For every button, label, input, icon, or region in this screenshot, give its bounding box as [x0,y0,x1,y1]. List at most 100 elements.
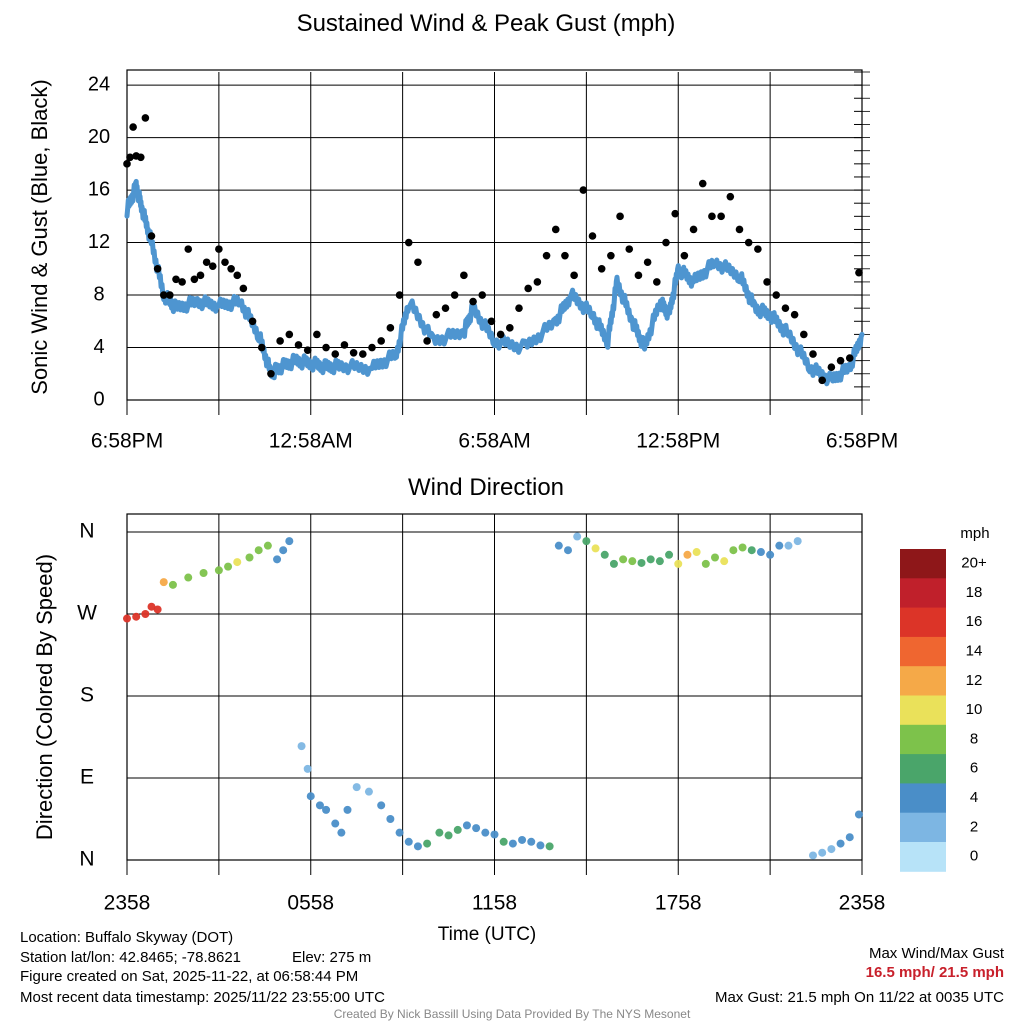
direction-point [322,805,331,814]
gust-point [322,343,330,352]
gust-point [680,251,689,260]
direction-point [701,559,710,568]
gust-point [221,258,229,267]
direction-point [377,801,386,810]
legend-swatch [900,636,946,667]
gust-point [588,232,597,240]
gust-point [735,225,744,234]
gust-point [227,265,235,273]
gust-point [395,291,404,299]
gust-point [533,278,542,286]
direction-point [481,828,490,837]
direction-point [490,830,499,839]
bottom-xtick-label: 2358 [104,892,151,915]
legend-swatch [900,549,946,579]
direction-point [573,532,582,541]
top-ytick-label: 20 [88,126,110,148]
gust-point [340,341,349,349]
gust-point [172,275,180,284]
gust-point [153,265,162,273]
legend-swatch [900,812,946,843]
direction-point [836,839,845,848]
gust-point [579,186,588,194]
bottom-chart-xlabel: Time (UTC) [437,924,537,945]
gust-point [276,337,284,345]
direction-point [184,573,193,582]
gust-point [800,330,808,339]
gust-point [190,275,199,284]
direction-point [609,559,618,568]
legend-label: 0 [970,848,978,865]
direction-point [453,825,462,834]
gust-point [754,245,762,253]
gust-point [202,258,211,267]
direction-point [854,810,863,819]
top-ytick-label: 8 [93,283,104,305]
bottom-xtick-label: 2358 [839,892,886,915]
direction-point [297,742,306,751]
direction-point [168,580,177,589]
gust-point [377,337,385,345]
gust-point [515,304,523,312]
top-ytick-label: 16 [88,178,110,200]
direction-point [665,550,674,559]
legend-label: 12 [966,672,983,689]
gust-point [359,350,367,358]
gust-point [294,341,303,349]
direction-point [564,546,572,555]
gust-point [386,324,395,332]
legend-swatch [900,783,946,814]
direction-point [254,546,263,555]
gust-point [303,346,312,354]
legend-swatch [900,754,946,784]
bottom-ytick-label: S [80,684,94,707]
legend-swatch [900,842,946,872]
direction-point [646,555,655,564]
gust-point [331,350,340,358]
footer-credit: Created By Nick Bassill Using Data Provi… [333,1007,691,1021]
top-xtick-label: 12:58PM [636,430,720,453]
gust-point [267,369,275,378]
legend-label: 2 [970,818,978,835]
gust-point [671,209,679,218]
legend-swatch [900,578,946,609]
gust-point [368,343,376,352]
direction-point [395,828,404,837]
legend-label: 16 [966,613,983,630]
direction-point [809,851,817,860]
gust-point [763,278,771,286]
top-chart-title: Sustained Wind & Peak Gust (mph) [296,10,676,37]
gust-point [441,304,450,312]
gust-point [349,348,358,357]
legend-label: 8 [970,730,978,747]
gust-point [147,232,156,240]
direction-point [499,837,508,846]
bottom-chart-title: Wind Direction [407,474,565,501]
gust-point [141,114,150,122]
top-ytick-label: 12 [88,231,110,253]
gust-point [166,291,174,299]
direction-point [132,612,141,621]
direction-point [303,764,312,773]
direction-point [233,558,242,567]
direction-point [364,787,373,796]
direction-point [818,848,827,857]
gust-point [506,324,514,332]
bottom-ytick-label: N [79,520,94,543]
gust-point [790,310,799,319]
direction-point [141,610,150,618]
info-recent: Most recent data timestamp: 2025/11/22 2… [20,989,385,1006]
gust-point [561,251,569,260]
direction-point [279,546,288,555]
gust-point [423,337,431,345]
bottom-chart-ylabel: Direction (Colored By Speed) [32,553,57,841]
direction-point [720,557,729,566]
direction-point [554,541,563,550]
top-xtick-label: 12:58AM [269,430,353,453]
direction-point [404,837,413,846]
gust-point [450,291,459,299]
direction-point [766,550,775,559]
direction-point [508,839,517,848]
direction-point [331,819,340,828]
gust-point [845,354,854,362]
